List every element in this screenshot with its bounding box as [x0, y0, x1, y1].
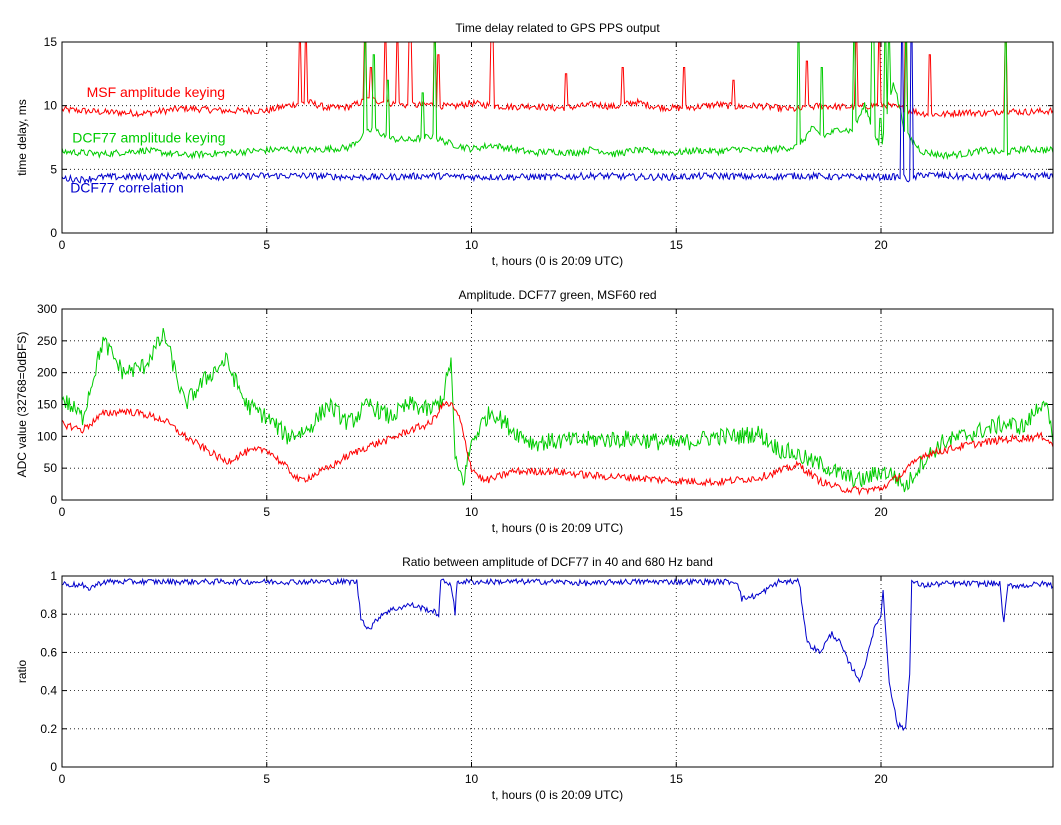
y-tick-label: 300: [37, 302, 57, 316]
series-line-1: [62, 577, 1053, 732]
chart-title: Amplitude. DCF77 green, MSF60 red: [458, 288, 656, 302]
plot-frame: [61, 41, 1054, 234]
x-axis-label: t, hours (0 is 20:09 UTC): [492, 254, 623, 268]
y-tick-label: 200: [37, 366, 57, 380]
x-tick-label: 0: [59, 772, 66, 786]
series-annotation: MSF amplitude keying: [87, 84, 226, 100]
x-tick-label: 10: [465, 505, 479, 519]
x-tick-label: 5: [263, 505, 270, 519]
series-line-1: [62, 327, 1053, 493]
y-axis-label: time delay, ms: [15, 99, 29, 175]
plot-frame: [61, 575, 1054, 768]
x-tick-label: 20: [874, 505, 888, 519]
y-tick-label: 0: [50, 493, 57, 507]
x-tick-label: 15: [670, 772, 684, 786]
series-annotation: DCF77 correlation: [70, 179, 184, 195]
y-tick-label: 1: [50, 569, 57, 583]
y-tick-label: 0.4: [40, 684, 57, 698]
x-tick-label: 20: [874, 238, 888, 252]
x-tick-label: 10: [465, 238, 479, 252]
x-tick-label: 5: [263, 772, 270, 786]
chart-1: 0 5 10 15 20 0 5 10 15 Time delay related to GPS …: [15, 21, 1054, 268]
y-tick-label: 5: [50, 162, 57, 176]
chart-title: Ratio between amplitude of DCF77 in 40 a…: [402, 555, 713, 569]
series-annotation: DCF77 amplitude keying: [72, 130, 225, 146]
y-axis-label: ratio: [15, 660, 29, 684]
series-line-3: [62, 42, 1053, 185]
x-tick-label: 20: [874, 772, 888, 786]
x-tick-label: 0: [59, 238, 66, 252]
x-axis-label: t, hours (0 is 20:09 UTC): [492, 788, 623, 802]
series-line-2: [62, 42, 1053, 161]
x-tick-label: 10: [465, 772, 479, 786]
series-line-1: [62, 42, 1053, 119]
y-tick-label: 0.6: [40, 645, 57, 659]
x-tick-label: 5: [263, 238, 270, 252]
y-tick-label: 0.8: [40, 607, 57, 621]
x-axis-label: t, hours (0 is 20:09 UTC): [492, 521, 623, 535]
y-tick-label: 10: [44, 99, 58, 113]
x-tick-label: 0: [59, 505, 66, 519]
series-line-2: [62, 400, 1053, 496]
y-tick-label: 250: [37, 334, 57, 348]
chart-3: 0 5 10 15 20 0 0.2 0.4 0.6 0.8 1 Ratio between ampl…: [15, 555, 1054, 802]
chart-title: Time delay related to GPS PPS output: [455, 21, 660, 35]
y-tick-label: 50: [44, 461, 58, 475]
y-axis-label: ADC value (32768=0dBFS): [15, 332, 29, 478]
x-tick-label: 15: [670, 238, 684, 252]
y-tick-label: 0.2: [40, 722, 57, 736]
x-tick-label: 15: [670, 505, 684, 519]
y-tick-label: 0: [50, 226, 57, 240]
y-tick-label: 0: [50, 760, 57, 774]
y-tick-label: 15: [44, 35, 58, 49]
y-tick-label: 150: [37, 398, 57, 412]
y-tick-label: 100: [37, 429, 57, 443]
